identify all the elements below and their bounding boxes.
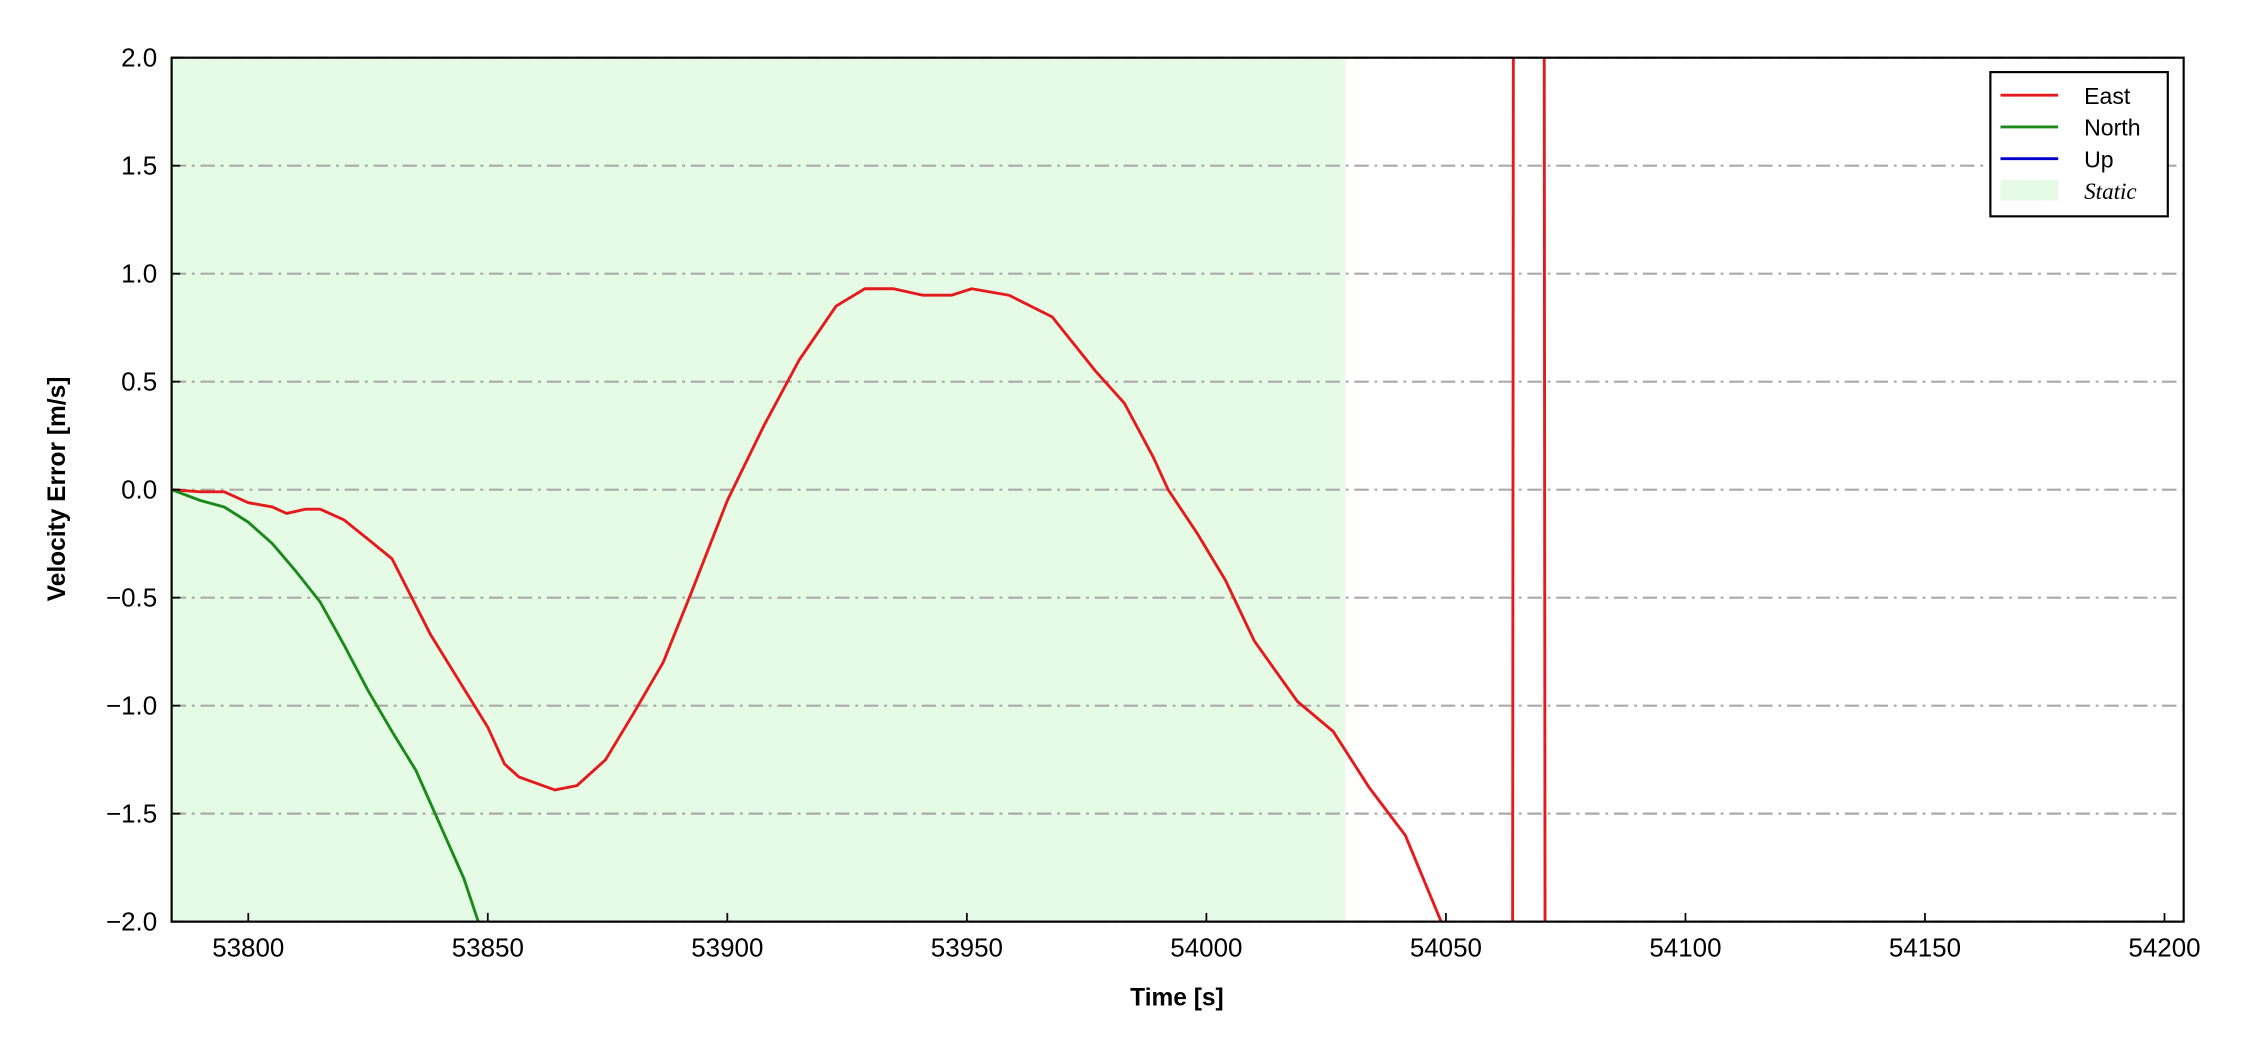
legend-label: Static [2084,178,2137,204]
y-axis-label: Velocity Error [m/s] [44,377,71,602]
legend-label: North [2084,115,2140,141]
x-tick-label: 54000 [1170,932,1242,962]
y-tick-label: −1.5 [106,798,157,828]
x-tick-label: 54200 [2128,932,2200,962]
x-tick-label: 54150 [1889,932,1961,962]
y-tick-label: 1.5 [121,150,157,180]
x-tick-label: 53800 [212,932,284,962]
series-line [171,57,1547,922]
y-tick-label: −1.0 [106,690,157,720]
legend-swatch [2000,180,2059,201]
legend-label: East [2084,83,2131,109]
legend-label: Up [2084,146,2113,172]
y-tick-label: −0.5 [106,582,157,612]
x-axis-label: Time [s] [1130,984,1224,1011]
y-tick-label: −2.0 [106,906,157,936]
y-tick-label: 2.0 [121,42,157,72]
x-tick-label: 54050 [1410,932,1482,962]
series-line [171,488,480,922]
x-tick-label: 53850 [452,932,524,962]
y-tick-label: 0.5 [121,366,157,396]
y-tick-label: 0.0 [121,474,157,504]
x-tick-label: 53950 [931,932,1003,962]
x-tick-label: 53900 [691,932,763,962]
y-tick-label: 1.0 [121,258,157,288]
x-tick-label: 54100 [1649,932,1721,962]
